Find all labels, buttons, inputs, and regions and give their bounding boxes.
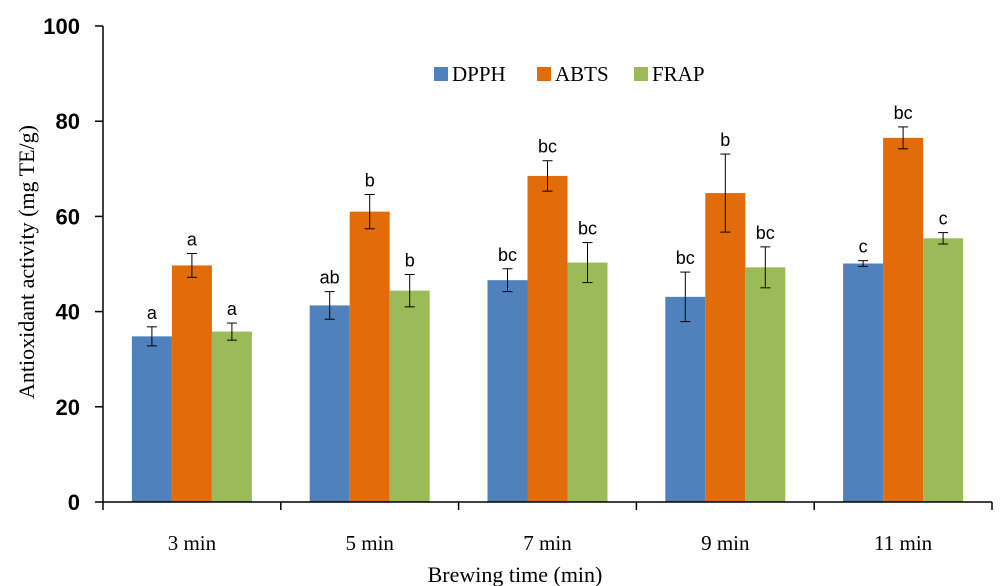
bar-dpph-2 <box>309 305 350 502</box>
x-tick-label: 5 min <box>345 531 394 555</box>
significance-label-abts-4: b <box>720 130 730 150</box>
x-tick-label: 9 min <box>701 531 750 555</box>
error-bar-dpph-4 <box>680 271 691 323</box>
y-tick-label: 60 <box>56 204 80 229</box>
significance-label-frap-2: b <box>405 250 415 270</box>
error-bar-abts-3 <box>542 160 553 192</box>
bar-dpph-5 <box>843 263 884 502</box>
legend-swatch <box>634 67 648 81</box>
error-bar-dpph-2 <box>324 291 335 320</box>
bar-abts-4 <box>705 193 746 503</box>
significance-label-frap-5: c <box>939 209 948 229</box>
bars-layer <box>131 137 964 503</box>
x-tick-label: 3 min <box>168 531 217 555</box>
legend-label: FRAP <box>652 62 705 86</box>
legend-swatch <box>434 67 448 81</box>
significance-label-dpph-1: a <box>147 303 158 323</box>
error-bar-abts-1 <box>186 253 197 278</box>
legend-item-frap: FRAP <box>634 62 705 86</box>
significance-label-abts-1: a <box>187 230 198 250</box>
error-bar-dpph-3 <box>502 268 513 293</box>
legend-label: ABTS <box>555 62 609 86</box>
error-bar-frap-1 <box>226 322 237 341</box>
bar-frap-5 <box>923 238 964 502</box>
y-axis-title: Antioxidant activity (mg TE/g) <box>14 125 39 399</box>
significance-label-dpph-4: bc <box>676 248 695 268</box>
error-bar-frap-4 <box>760 246 771 289</box>
significance-label-abts-3: bc <box>538 137 557 157</box>
bar-frap-3 <box>567 262 608 502</box>
legend-label: DPPH <box>452 62 506 86</box>
error-bars-layer <box>146 126 949 347</box>
axes-layer: 3 min 5 min 7 min 9 min 11 min 0 20 40 60 80 100 <box>43 14 993 555</box>
legend-item-dpph: DPPH <box>434 62 506 86</box>
error-bar-dpph-5 <box>858 260 869 267</box>
x-tick-label: 7 min <box>523 531 572 555</box>
bar-abts-3 <box>527 175 568 502</box>
error-bar-frap-5 <box>938 232 949 245</box>
legend-swatch <box>537 67 551 81</box>
bar-abts-1 <box>171 265 212 502</box>
error-bar-abts-2 <box>364 194 375 230</box>
legend: DPPH ABTS FRAP <box>434 62 705 86</box>
bar-dpph-1 <box>131 336 172 502</box>
error-bar-dpph-1 <box>146 326 157 347</box>
error-bar-frap-3 <box>582 242 593 284</box>
bar-abts-2 <box>349 211 390 502</box>
y-tick-label: 20 <box>56 395 80 420</box>
y-tick-label: 80 <box>56 109 80 134</box>
significance-label-abts-5: bc <box>894 103 913 123</box>
y-tick-label: 0 <box>68 490 80 515</box>
y-tick-label: 100 <box>43 14 80 39</box>
significance-label-dpph-5: c <box>859 237 868 257</box>
error-bar-abts-5 <box>898 126 909 150</box>
bar-frap-4 <box>745 267 786 502</box>
significance-label-dpph-3: bc <box>498 245 517 265</box>
legend-item-abts: ABTS <box>537 62 609 86</box>
x-axis-title: Brewing time (min) <box>428 562 603 586</box>
bar-frap-2 <box>389 290 430 502</box>
significance-label-frap-3: bc <box>578 219 597 239</box>
bar-frap-1 <box>211 331 252 502</box>
significance-labels-layer: a a a ab b b bc bc bc bc b bc c bc c <box>147 103 948 323</box>
bar-dpph-3 <box>487 280 528 502</box>
y-tick-label: 40 <box>56 300 80 325</box>
significance-label-frap-4: bc <box>756 223 775 243</box>
x-tick-label: 11 min <box>874 531 933 555</box>
error-bar-frap-2 <box>404 273 415 308</box>
error-bar-abts-4 <box>720 153 731 233</box>
significance-label-dpph-2: ab <box>320 268 340 288</box>
bar-abts-5 <box>883 137 924 503</box>
bar-dpph-4 <box>665 296 706 502</box>
significance-label-frap-1: a <box>227 299 238 319</box>
significance-label-abts-2: b <box>365 171 375 191</box>
